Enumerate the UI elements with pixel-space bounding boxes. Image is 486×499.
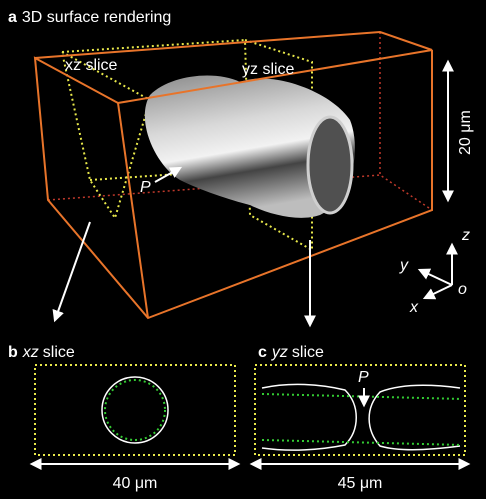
scale-label: 45 μm <box>338 475 383 492</box>
slice-frame <box>35 365 235 455</box>
axis-x: x <box>409 299 419 316</box>
axis-origin: o <box>458 281 467 298</box>
figure: a3D surface rendering xz slice yz slice … <box>0 0 486 499</box>
xz-label: xz slice <box>65 57 118 74</box>
page: {"panel_a": {"label": "a", "title": "3D … <box>0 0 486 499</box>
axes-triad <box>420 245 452 298</box>
fit-lines <box>262 394 462 445</box>
cross-section <box>262 384 460 450</box>
axis-y: y <box>399 257 409 274</box>
slice-arrow <box>55 222 90 320</box>
cross-section <box>102 377 168 443</box>
yz-label: yz slice <box>242 61 295 78</box>
pointer-label: P <box>358 369 369 386</box>
pointer-label: P <box>140 179 151 196</box>
scale-label: 20 μm <box>457 110 474 155</box>
axis-z: z <box>461 227 470 244</box>
fit-circle <box>105 380 165 440</box>
cylinder-end <box>308 117 352 213</box>
scale-label: 40 μm <box>113 475 158 492</box>
